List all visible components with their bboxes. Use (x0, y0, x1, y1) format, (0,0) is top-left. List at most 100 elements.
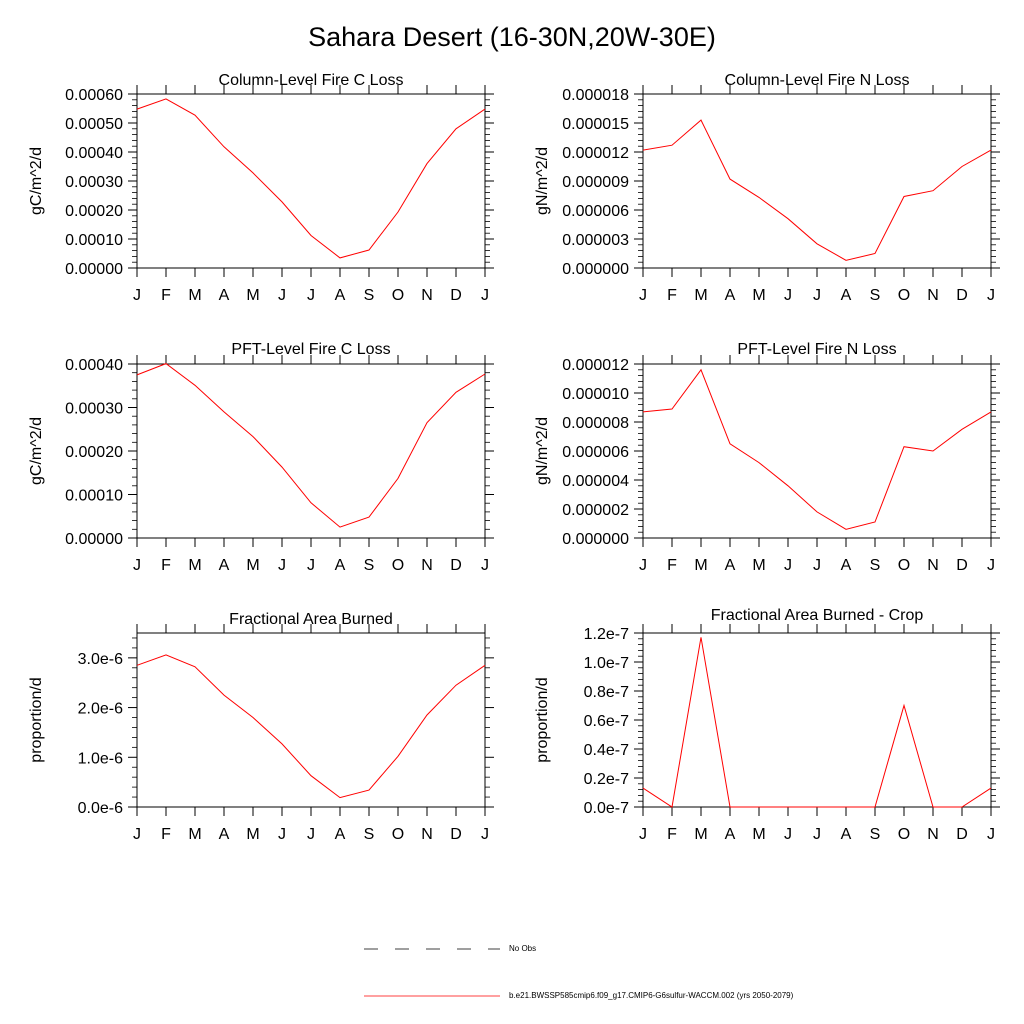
x-tick-label: J (133, 287, 141, 304)
x-tick-label: D (956, 826, 968, 843)
x-tick-label: M (752, 287, 765, 304)
y-tick-label: 0.000004 (562, 473, 629, 490)
legend-label-no-obs: No Obs (509, 944, 537, 953)
y-tick-label: 0.2e-7 (584, 771, 629, 788)
x-tick-label: J (987, 826, 995, 843)
x-tick-label: D (956, 287, 968, 304)
y-tick-label: 0.00000 (65, 531, 123, 548)
x-tick-label: J (784, 557, 792, 574)
x-tick-label: A (219, 287, 230, 304)
x-tick-label: O (898, 557, 910, 574)
x-tick-label: S (870, 557, 881, 574)
x-tick-label: O (898, 826, 910, 843)
x-tick-label: M (188, 287, 201, 304)
x-tick-label: M (246, 826, 259, 843)
y-tick-label: 0.000008 (562, 415, 629, 432)
x-tick-label: F (161, 826, 171, 843)
x-tick-label: J (307, 557, 315, 574)
x-tick-label: J (639, 826, 647, 843)
x-tick-label: M (246, 287, 259, 304)
y-axis-label: gC/m^2/d (28, 147, 45, 215)
x-tick-label: J (133, 826, 141, 843)
panel-title: Fractional Area Burned - Crop (711, 607, 924, 624)
x-tick-label: M (188, 826, 201, 843)
x-tick-label: O (898, 287, 910, 304)
x-tick-label: D (450, 826, 462, 843)
x-tick-label: N (927, 826, 939, 843)
x-tick-label: D (450, 557, 462, 574)
y-axis-label: gN/m^2/d (534, 417, 551, 485)
y-tick-label: 0.000002 (562, 502, 629, 519)
legend-swatch-dashed (364, 948, 500, 950)
series-line (136, 654, 486, 799)
chart-panel: Fractional Area Burned - Crop proportion/… (534, 607, 1000, 843)
x-tick-label: N (421, 287, 433, 304)
x-tick-label: A (219, 557, 230, 574)
y-tick-label: 1.2e-7 (584, 626, 629, 643)
panel-title: Fractional Area Burned (229, 611, 393, 628)
x-tick-label: O (392, 287, 404, 304)
y-tick-label: 0.00010 (65, 232, 123, 249)
x-tick-label: J (987, 287, 995, 304)
x-tick-label: A (725, 826, 736, 843)
x-tick-label: A (335, 826, 346, 843)
y-tick-label: 1.0e-6 (78, 750, 123, 767)
y-tick-label: 0.00040 (65, 145, 123, 162)
x-tick-label: J (784, 826, 792, 843)
y-tick-label: 0.000012 (562, 145, 629, 162)
panel-title: Column-Level Fire C Loss (219, 72, 404, 89)
x-tick-label: J (813, 557, 821, 574)
y-tick-label: 0.00010 (65, 488, 123, 505)
y-tick-label: 0.000006 (562, 203, 629, 220)
figure-title: Sahara Desert (16-30N,20W-30E) (308, 22, 716, 52)
x-tick-label: S (870, 826, 881, 843)
x-tick-label: J (813, 287, 821, 304)
y-tick-label: 0.6e-7 (584, 713, 629, 730)
panel-title: Column-Level Fire N Loss (725, 72, 910, 89)
x-tick-label: J (307, 287, 315, 304)
x-tick-label: S (364, 826, 375, 843)
x-tick-label: J (481, 826, 489, 843)
panel-title: PFT-Level Fire C Loss (231, 341, 390, 358)
x-tick-label: N (421, 826, 433, 843)
y-tick-label: 0.00040 (65, 357, 123, 374)
legend-swatch-solid (364, 995, 500, 997)
x-tick-label: D (956, 557, 968, 574)
plot-frame (136, 363, 486, 539)
y-tick-label: 0.00030 (65, 401, 123, 418)
legend-entry-model-run: b.e21.BWSSP585cmip6.f09_g17.CMIP6-G6sulf… (0, 989, 1024, 1003)
x-tick-label: A (841, 557, 852, 574)
plot-frame (136, 632, 486, 808)
y-tick-label: 0.000018 (562, 87, 629, 104)
x-tick-label: M (694, 557, 707, 574)
y-tick-label: 0.00030 (65, 174, 123, 191)
y-tick-label: 2.0e-6 (78, 701, 123, 718)
x-tick-label: S (870, 287, 881, 304)
x-tick-label: A (841, 287, 852, 304)
x-tick-label: A (841, 826, 852, 843)
legend-label-model-run: b.e21.BWSSP585cmip6.f09_g17.CMIP6-G6sulf… (509, 991, 794, 1000)
x-tick-label: J (481, 557, 489, 574)
series-line (642, 637, 992, 808)
y-axis-label: gC/m^2/d (28, 417, 45, 485)
x-tick-label: J (639, 287, 647, 304)
x-tick-label: J (133, 557, 141, 574)
x-tick-label: O (392, 826, 404, 843)
x-tick-label: D (450, 287, 462, 304)
plot-frame (642, 632, 992, 808)
x-tick-label: J (307, 826, 315, 843)
x-tick-label: M (752, 557, 765, 574)
x-tick-label: A (335, 287, 346, 304)
y-tick-label: 0.000009 (562, 174, 629, 191)
y-tick-label: 0.0e-6 (78, 800, 123, 817)
y-tick-label: 0.000000 (562, 531, 629, 548)
x-tick-label: J (278, 826, 286, 843)
x-tick-label: S (364, 287, 375, 304)
series-line (136, 98, 486, 259)
y-axis-label: proportion/d (28, 677, 45, 762)
x-tick-label: J (639, 557, 647, 574)
